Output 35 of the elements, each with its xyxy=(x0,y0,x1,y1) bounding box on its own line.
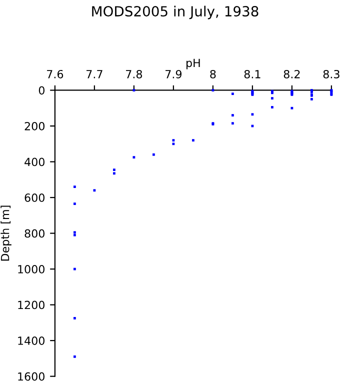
point xyxy=(231,122,234,125)
point xyxy=(73,234,76,236)
y-tick-label: 200 xyxy=(24,122,44,130)
x-tick-label: 8.1 xyxy=(244,70,260,78)
point xyxy=(152,153,155,156)
point xyxy=(290,106,294,110)
y-tick-label: 1400 xyxy=(18,336,44,345)
point xyxy=(73,231,76,234)
x-tick-label: 7.7 xyxy=(86,70,102,78)
y-tick-label: 0 xyxy=(38,86,44,95)
y-tick-label: 800 xyxy=(24,229,44,238)
point xyxy=(112,172,116,175)
x-tick-label: 8.2 xyxy=(284,70,300,78)
y-tick-label: 600 xyxy=(24,193,44,202)
point xyxy=(192,139,194,142)
point xyxy=(93,189,96,192)
x-tick-label: 7.6 xyxy=(47,70,64,78)
y-tick-label: 1600 xyxy=(18,372,44,381)
x-tick-label: 7.8 xyxy=(126,70,142,78)
y-tick-label: 1000 xyxy=(18,265,44,274)
point xyxy=(112,168,116,172)
x-tick-label: 7.9 xyxy=(166,70,182,78)
x-tick-label: 8 xyxy=(210,70,216,78)
y-tick-label: 1200 xyxy=(18,300,44,310)
x-tick-label: 8.3 xyxy=(323,70,340,78)
point xyxy=(172,142,175,146)
point xyxy=(231,92,234,96)
chart-title: MODS2005 in July, 1938 xyxy=(92,6,258,20)
y-axis-title: Depth [m] xyxy=(0,206,12,261)
y-tick-label: 400 xyxy=(24,158,44,166)
point xyxy=(310,98,313,100)
point xyxy=(73,355,76,358)
point xyxy=(251,113,254,116)
point xyxy=(172,139,175,142)
x-axis-title: pH xyxy=(186,58,200,70)
